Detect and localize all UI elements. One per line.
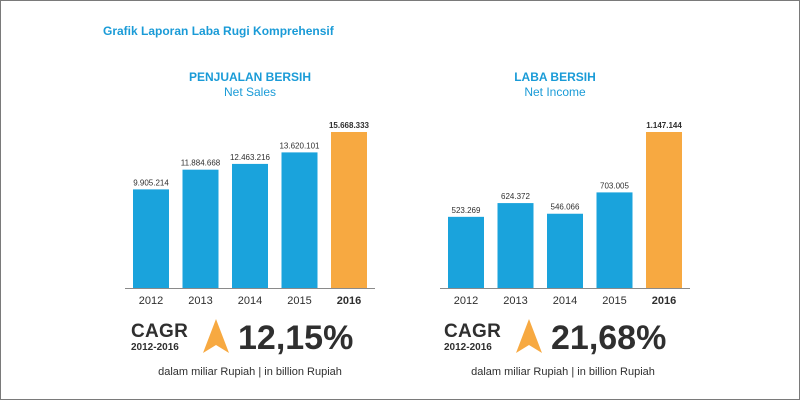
chart-title-main: LABA BERSIH	[514, 70, 596, 84]
x-tick-label-2016: 2016	[652, 295, 676, 307]
cagr-text: CAGR	[131, 321, 189, 342]
bar-2013	[182, 169, 219, 288]
data-label-2015: 13.620.101	[279, 141, 320, 150]
bar-2014	[232, 163, 268, 288]
bar-2015	[596, 192, 633, 288]
chart-subtitle: Net Income	[524, 85, 586, 99]
bar-2012	[448, 216, 484, 288]
cagr-period: 2012-2016	[131, 342, 179, 353]
x-tick-label-2012: 2012	[139, 295, 163, 307]
x-tick-label-2013: 2013	[188, 295, 212, 307]
x-tick-label-2013: 2013	[503, 295, 527, 307]
bar-2015	[281, 152, 318, 288]
bar-2016	[646, 132, 682, 288]
x-tick-label-2014: 2014	[238, 295, 262, 307]
cagr-text: CAGR	[444, 321, 502, 342]
bar-2012	[133, 189, 169, 288]
data-label-2014: 546.066	[551, 203, 580, 212]
unit-note-net-income: dalam miliar Rupiah | in billion Rupiah	[471, 366, 655, 378]
arrow-up-icon	[203, 319, 229, 353]
chart-title-main: PENJUALAN BERSIH	[188, 70, 311, 84]
x-tick-label-2014: 2014	[553, 295, 577, 307]
data-label-2013: 624.372	[501, 192, 530, 201]
x-tick-label-2015: 2015	[287, 295, 311, 307]
chart-subtitle: Net Sales	[223, 85, 277, 99]
data-label-2016: 15.668.333	[329, 121, 370, 130]
chart-title-net-income: LABA BERSIH Net Income	[445, 70, 665, 100]
page-title: Grafik Laporan Laba Rugi Komprehensif	[103, 24, 334, 38]
data-label-2012: 523.269	[452, 206, 481, 215]
data-label-2012: 9.905.214	[133, 178, 169, 187]
x-tick-label-2012: 2012	[454, 295, 478, 307]
cagr-label-net-sales: CAGR 2012-2016	[131, 322, 188, 354]
net-income-bar-chart: 523.269 2012 624.372 2013 546.066 2014 703.005…	[440, 121, 690, 307]
data-label-2013: 11.884.668	[181, 159, 221, 168]
cagr-period: 2012-2016	[444, 342, 492, 353]
data-label-2014: 12.463.216	[230, 153, 271, 162]
bar-2013	[497, 203, 534, 288]
cagr-value-net-income: 21,68%	[551, 319, 667, 357]
arrow-up-icon	[516, 319, 542, 353]
unit-note-net-sales: dalam miliar Rupiah | in billion Rupiah	[158, 366, 342, 378]
chart-title-net-sales: PENJUALAN BERSIH Net Sales	[140, 70, 360, 100]
bar-2014	[547, 213, 583, 288]
data-label-2015: 703.005	[600, 181, 629, 190]
net-sales-bar-chart: 9.905.214 2012 11.884.668 2013 12.463.216 201…	[125, 121, 375, 307]
cagr-label-net-income: CAGR 2012-2016	[444, 322, 501, 354]
x-tick-label-2015: 2015	[602, 295, 626, 307]
cagr-value-net-sales: 12,15%	[238, 319, 354, 357]
x-tick-label-2016: 2016	[337, 295, 361, 307]
data-label-2016: 1.147.144	[646, 121, 682, 130]
bar-2016	[331, 132, 367, 288]
